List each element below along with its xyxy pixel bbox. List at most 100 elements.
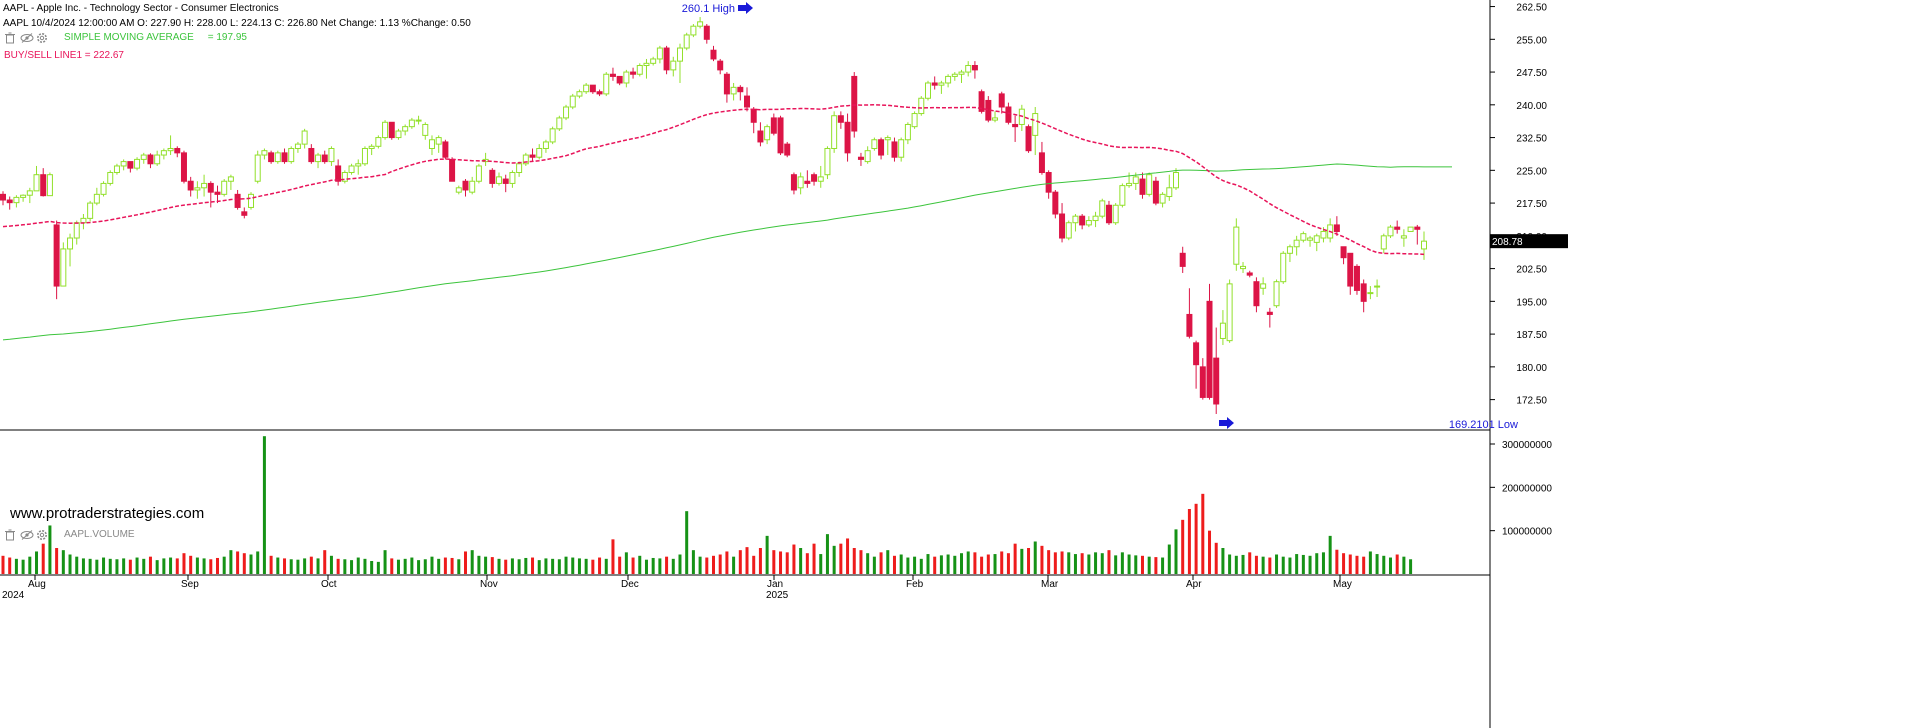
candle-body: [1038, 152, 1045, 174]
volume-bar: [1100, 553, 1104, 574]
candle-body: [1394, 226, 1401, 230]
volume-bar: [269, 555, 273, 574]
price-panel[interactable]: [0, 17, 1453, 574]
candle-body: [1152, 180, 1159, 204]
candle-body: [690, 25, 697, 36]
candle-body: [811, 174, 818, 182]
candle-body: [469, 180, 476, 193]
candle-body: [650, 58, 657, 64]
candle-body: [744, 95, 751, 108]
candle-body: [663, 47, 670, 71]
trash-icon[interactable]: [4, 32, 18, 44]
volume-bar: [490, 557, 494, 574]
candle-body: [87, 202, 94, 219]
candle-body: [784, 143, 791, 156]
candle-body: [844, 121, 851, 154]
candle-body: [140, 154, 147, 160]
candle-body: [1213, 357, 1220, 405]
volume-bar: [1355, 555, 1359, 574]
volume-bar: [1368, 551, 1372, 574]
candle-body: [509, 172, 516, 184]
volume-bar: [946, 554, 950, 574]
volume-bar: [919, 558, 923, 574]
volume-bar: [222, 556, 226, 574]
candle-body: [857, 156, 864, 160]
low-arrow-icon: [1219, 416, 1234, 429]
settings-gear-icon[interactable]: [36, 32, 50, 44]
volume-bar: [598, 557, 602, 574]
candle-body: [100, 182, 107, 195]
candle-body: [576, 91, 583, 97]
volume-bar: [1000, 551, 1004, 574]
candle-body: [1032, 113, 1039, 136]
month-label: Aug: [28, 579, 46, 590]
candle-body: [93, 193, 100, 204]
volume-bar: [1281, 556, 1285, 574]
volume-bar: [1167, 544, 1171, 574]
volume-bar: [21, 559, 25, 574]
volume-bar: [1194, 503, 1198, 574]
candle-body: [596, 91, 603, 95]
month-label: Jan: [767, 579, 783, 590]
candle-body: [730, 86, 737, 95]
volume-bar: [135, 557, 139, 574]
volume-bar: [1301, 554, 1305, 574]
low-annotation-label: 169.2101 Low: [1449, 419, 1518, 431]
candle-body: [308, 147, 315, 163]
volume-bar: [993, 554, 997, 574]
last-price-badge: [1490, 234, 1568, 249]
volume-bar: [115, 559, 119, 574]
volume-bar: [122, 558, 126, 574]
volume-bar: [973, 552, 977, 574]
volume-bar: [95, 559, 99, 574]
volume-bar: [35, 551, 39, 574]
volume-trash-icon[interactable]: [4, 529, 18, 541]
volume-bar: [1342, 553, 1346, 574]
hide-eye-icon[interactable]: [20, 32, 34, 44]
candle-body: [315, 154, 322, 163]
volume-settings-gear-icon[interactable]: [36, 529, 50, 541]
candle-body: [697, 21, 704, 27]
candle-body: [1132, 176, 1139, 184]
candle-body: [120, 161, 127, 167]
month-label: Apr: [1186, 579, 1202, 590]
candle-body: [113, 165, 120, 174]
candle-body: [918, 97, 925, 115]
candle-body: [187, 180, 194, 191]
volume-bar: [1114, 555, 1118, 574]
volume-bar: [1094, 552, 1098, 574]
candle-body: [630, 71, 637, 75]
volume-bar: [68, 554, 72, 574]
volume-tick-label: 300000000: [1502, 440, 1552, 451]
candle-body: [415, 119, 422, 122]
volume-bar: [363, 558, 367, 574]
volume-bar: [544, 558, 548, 574]
price-tick-label: 202.50: [1516, 265, 1547, 276]
candle-body: [33, 174, 40, 192]
volume-bar: [329, 555, 333, 574]
volume-bar: [966, 551, 970, 574]
volume-bar: [296, 559, 300, 574]
volume-bar: [839, 543, 843, 574]
candle-body: [878, 139, 885, 156]
volume-bar: [618, 556, 622, 574]
candle-body: [40, 174, 47, 197]
volume-bar: [403, 558, 407, 574]
volume-bar: [524, 557, 528, 574]
volume-hide-eye-icon[interactable]: [20, 529, 34, 541]
volume-bar: [812, 543, 816, 574]
candle-body: [884, 137, 891, 141]
volume-bar: [859, 550, 863, 574]
candle-body: [6, 199, 13, 204]
candle-body: [831, 115, 838, 149]
candle-body: [154, 154, 161, 165]
candle-body: [375, 137, 382, 147]
volume-bar: [1006, 553, 1010, 574]
volume-bar: [638, 555, 642, 574]
volume-bar: [879, 552, 883, 574]
candle-body: [790, 174, 797, 191]
candle-body: [1421, 240, 1427, 250]
security-title: AAPL - Apple Inc. - Technology Sector - …: [3, 3, 279, 14]
candle-body: [1300, 233, 1307, 241]
